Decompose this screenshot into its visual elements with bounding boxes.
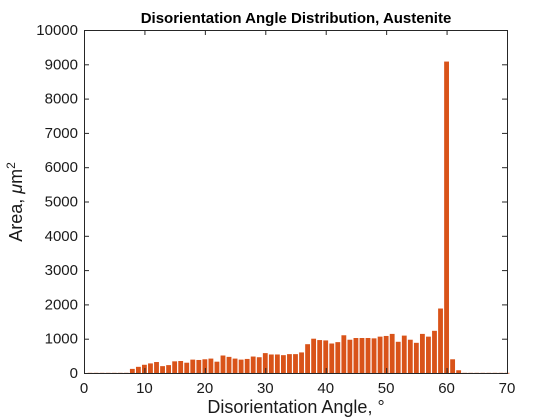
- x-tick-label: 40: [317, 380, 334, 397]
- bar: [172, 361, 177, 373]
- bar: [408, 340, 413, 373]
- y-tick-label: 2000: [45, 296, 78, 313]
- bar: [347, 340, 352, 373]
- x-tick-label: 10: [136, 380, 153, 397]
- bar: [257, 357, 262, 373]
- bar: [378, 337, 383, 373]
- bar: [184, 363, 189, 373]
- plot-frame: [85, 31, 508, 374]
- bar: [160, 366, 165, 373]
- bar: [444, 62, 449, 373]
- bar: [293, 354, 298, 373]
- bar: [305, 344, 310, 373]
- y-tick-label: 1000: [45, 331, 78, 348]
- y-tick-label: 9000: [45, 56, 78, 73]
- y-tick-label: 7000: [45, 125, 78, 142]
- bar: [202, 359, 207, 373]
- y-axis-label-unit: m: [6, 169, 26, 184]
- bar: [335, 342, 340, 373]
- bar: [390, 334, 395, 373]
- bar: [384, 336, 389, 373]
- bar: [130, 369, 135, 373]
- y-tick-label: 8000: [45, 91, 78, 108]
- y-axis-label-text: Area,: [6, 194, 26, 242]
- bar: [190, 360, 195, 373]
- x-tick-label: 0: [80, 380, 88, 397]
- bar: [317, 340, 322, 373]
- bar: [269, 354, 274, 373]
- bar: [438, 309, 443, 373]
- bar: [196, 360, 201, 373]
- bar: [251, 357, 256, 373]
- x-tick-label: 30: [257, 380, 274, 397]
- bar: [311, 339, 316, 373]
- y-tick-label: 6000: [45, 159, 78, 176]
- y-tick-label: 5000: [45, 194, 78, 211]
- bar: [148, 363, 153, 373]
- bar: [354, 338, 359, 373]
- bar: [414, 343, 419, 373]
- y-tick-label: 10000: [36, 22, 78, 39]
- bar: [239, 360, 244, 373]
- bar: [166, 365, 171, 373]
- bar: [221, 356, 226, 373]
- y-tick-label: 0: [70, 365, 78, 382]
- bar: [432, 331, 437, 373]
- y-tick-label: 4000: [45, 228, 78, 245]
- bar: [396, 342, 401, 373]
- y-axis-label: Area, μm2: [4, 162, 26, 242]
- y-axis-label-mu: μ: [6, 184, 26, 195]
- bar: [215, 362, 220, 373]
- bar: [263, 353, 268, 373]
- bar: [299, 352, 304, 373]
- bars-group: [88, 62, 510, 374]
- x-tick-label: 20: [197, 380, 214, 397]
- bar: [426, 337, 431, 373]
- x-tick-label: 70: [499, 380, 516, 397]
- bar: [360, 338, 365, 373]
- bar: [245, 359, 250, 373]
- bar: [154, 362, 159, 373]
- axes-group: 0 10 20 30 40 50 60 70 0 1000 2000 3000 4000 5000 6000…: [36, 22, 515, 397]
- bar: [366, 338, 371, 373]
- bar: [450, 359, 455, 373]
- bar: [208, 359, 213, 373]
- bar: [142, 365, 147, 373]
- bar: [341, 335, 346, 373]
- bar: [233, 359, 238, 373]
- bar: [372, 338, 377, 373]
- y-axis-label-superscript: 2: [4, 162, 18, 169]
- x-tick-label: 50: [378, 380, 395, 397]
- bar: [178, 361, 183, 373]
- bar: [136, 367, 141, 373]
- bar: [275, 354, 280, 373]
- bar: [402, 336, 407, 373]
- bar: [281, 355, 286, 373]
- bar: [227, 357, 232, 373]
- bar: [287, 354, 292, 373]
- chart-title: Disorientation Angle Distribution, Auste…: [141, 10, 452, 27]
- bar: [456, 370, 461, 373]
- x-axis-label: Disorientation Angle, °: [207, 397, 384, 417]
- bar: [420, 334, 425, 373]
- bar: [329, 344, 334, 374]
- y-tick-label: 3000: [45, 262, 78, 279]
- x-tick-label: 60: [438, 380, 455, 397]
